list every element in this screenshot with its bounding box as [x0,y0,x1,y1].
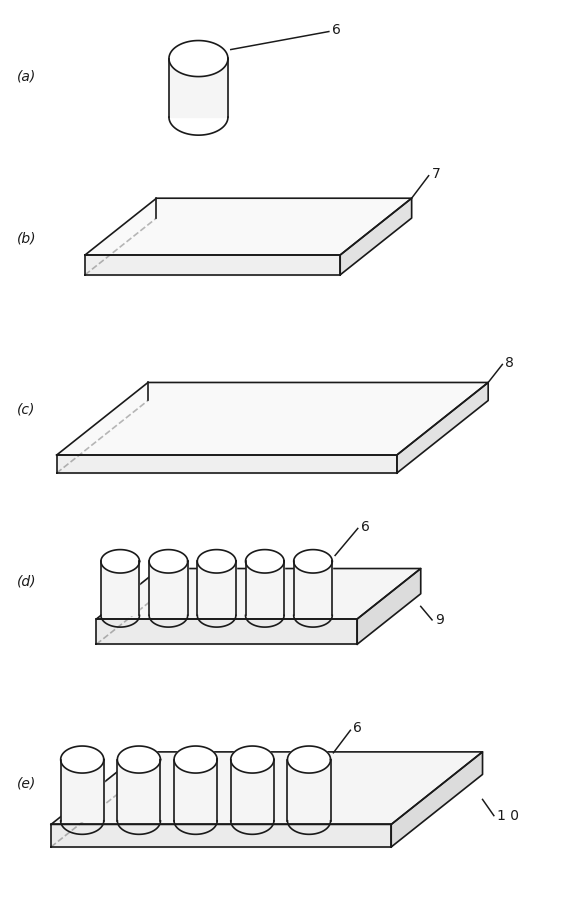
Polygon shape [85,198,412,255]
Polygon shape [340,198,412,275]
Polygon shape [117,760,160,821]
Polygon shape [174,760,217,821]
Polygon shape [391,751,483,847]
Polygon shape [294,561,332,615]
Polygon shape [51,824,391,847]
Polygon shape [51,751,483,824]
Text: 6: 6 [332,23,341,37]
Text: 6: 6 [361,520,370,533]
Polygon shape [101,550,139,573]
Polygon shape [287,746,331,773]
Polygon shape [294,550,332,573]
Polygon shape [246,550,284,573]
Polygon shape [174,746,217,773]
Polygon shape [57,382,488,455]
Polygon shape [61,760,104,821]
Text: 9: 9 [435,613,444,627]
Polygon shape [149,561,188,615]
Polygon shape [96,569,421,619]
Polygon shape [287,760,331,821]
Text: (b): (b) [17,232,36,246]
Text: (d): (d) [17,574,36,588]
Polygon shape [357,569,421,644]
Polygon shape [96,619,357,644]
Polygon shape [231,760,274,821]
Polygon shape [149,550,188,573]
Text: 6: 6 [353,722,362,735]
Polygon shape [397,382,488,473]
Polygon shape [246,561,284,615]
Polygon shape [61,746,104,773]
Polygon shape [197,561,236,615]
Text: (e): (e) [17,777,36,791]
Polygon shape [57,455,397,473]
Polygon shape [101,561,139,615]
Polygon shape [117,746,160,773]
Polygon shape [197,550,236,573]
Text: 8: 8 [505,356,514,369]
Text: (c): (c) [17,403,35,417]
Polygon shape [169,59,228,117]
Polygon shape [85,255,340,275]
Polygon shape [169,41,228,77]
Text: 7: 7 [431,167,440,181]
Text: (a): (a) [17,69,36,84]
Text: 1 0: 1 0 [497,808,519,823]
Polygon shape [231,746,274,773]
